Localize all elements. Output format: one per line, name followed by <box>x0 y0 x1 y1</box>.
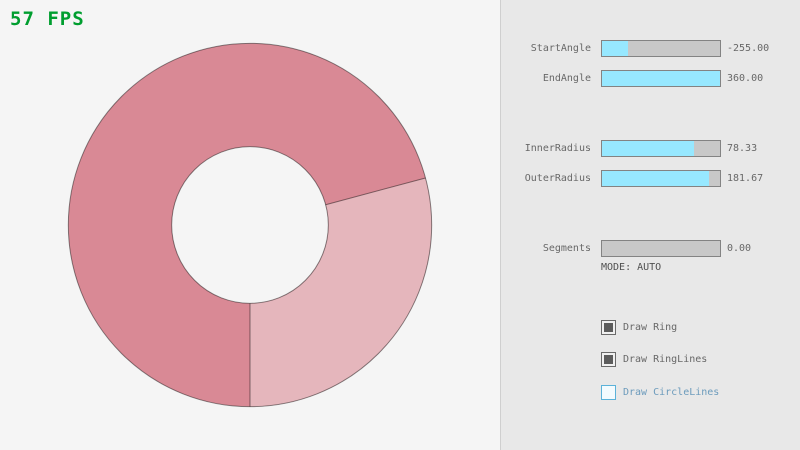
checkmark-fill <box>604 355 613 364</box>
ring-inner-line <box>171 146 329 304</box>
fps-counter: 57 FPS <box>10 8 85 30</box>
ring-canvas <box>67 42 433 408</box>
start-angle-row: StartAngle -255.00 <box>501 40 800 57</box>
inner-radius-row: InnerRadius 78.33 <box>501 140 800 157</box>
ring-outer-line <box>67 42 433 408</box>
ring-sector-shape <box>250 177 432 407</box>
end-angle-label: EndAngle <box>542 73 591 84</box>
controls-panel: StartAngle -255.00 EndAngle 360.00 Inner… <box>500 0 800 450</box>
end-angle-row: EndAngle 360.00 <box>501 70 800 87</box>
start-angle-value: -255.00 <box>727 43 770 54</box>
outer-radius-row: OuterRadius 181.67 <box>501 170 800 187</box>
end-angle-slider[interactable] <box>601 70 721 87</box>
draw-ringlines-checkbox-label: Draw RingLines <box>623 354 708 365</box>
checkmark-fill <box>604 323 613 332</box>
inner-radius-slider[interactable] <box>601 140 721 157</box>
segments-mode-text: MODE: AUTO <box>601 262 662 273</box>
ring-start-edge-line <box>325 177 426 206</box>
inner-radius-label: InnerRadius <box>524 143 591 154</box>
draw-ring-checkbox-label: Draw Ring <box>623 322 678 333</box>
segments-slider[interactable] <box>601 240 721 257</box>
outer-radius-slider-fill <box>602 171 710 186</box>
start-angle-slider-fill <box>602 41 628 56</box>
end-angle-slider-fill <box>602 71 720 86</box>
checkmark-fill <box>604 388 613 397</box>
draw-circlelines-checkbox-label: Draw CircleLines <box>623 387 720 398</box>
start-angle-slider[interactable] <box>601 40 721 57</box>
segments-value: 0.00 <box>727 243 752 254</box>
segments-label: Segments <box>542 243 591 254</box>
outer-radius-label: OuterRadius <box>524 173 591 184</box>
draw-ring-checkbox-box[interactable] <box>601 320 616 335</box>
segments-row: Segments 0.00 <box>501 240 800 257</box>
start-angle-label: StartAngle <box>530 43 591 54</box>
outer-radius-slider[interactable] <box>601 170 721 187</box>
draw-circlelines-checkbox-box[interactable] <box>601 385 616 400</box>
draw-ringlines-checkbox-box[interactable] <box>601 352 616 367</box>
outer-radius-value: 181.67 <box>727 173 764 184</box>
end-angle-value: 360.00 <box>727 73 764 84</box>
inner-radius-value: 78.33 <box>727 143 758 154</box>
inner-radius-slider-fill <box>602 141 695 156</box>
